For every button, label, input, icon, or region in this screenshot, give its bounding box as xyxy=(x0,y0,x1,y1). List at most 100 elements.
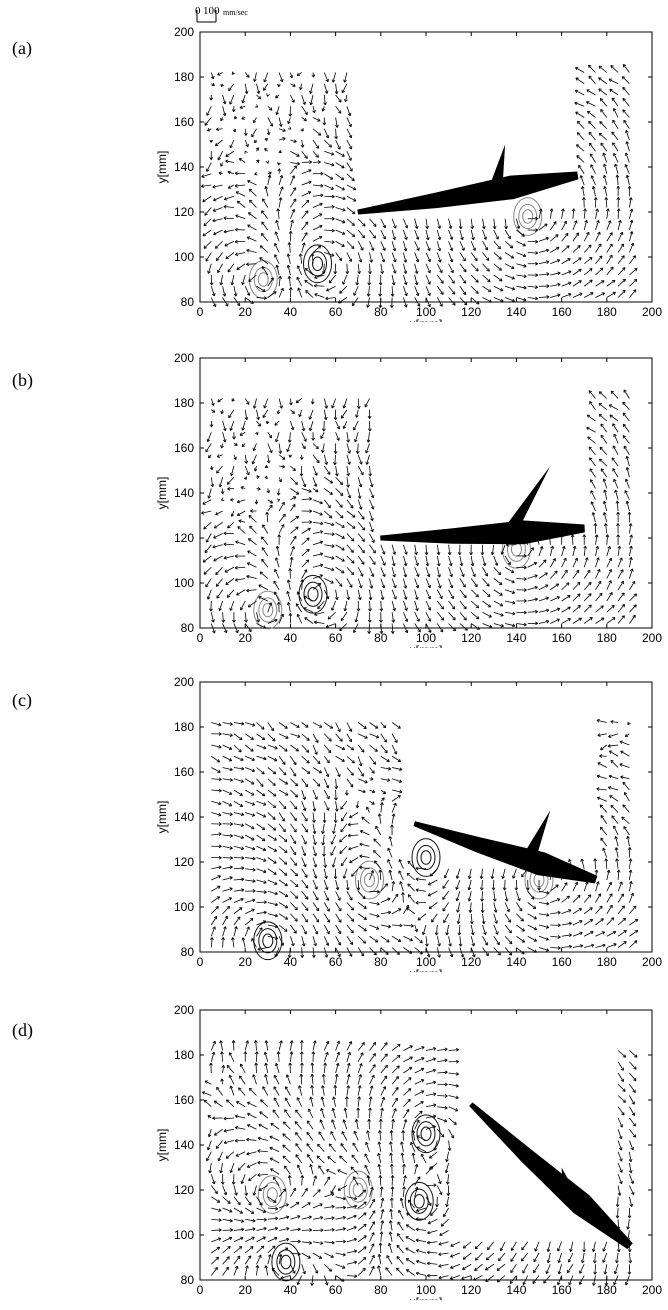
velocity-vector-head xyxy=(273,860,277,864)
velocity-vector-head xyxy=(218,1208,222,1212)
velocity-vector-head xyxy=(508,952,513,956)
velocity-vector xyxy=(203,240,212,249)
velocity-vector-head xyxy=(476,626,480,630)
velocity-vector-head xyxy=(631,1191,635,1196)
velocity-vector-head xyxy=(263,1217,267,1222)
velocity-vector xyxy=(282,1133,291,1141)
velocity-vector xyxy=(212,184,223,188)
velocity-vector-head xyxy=(234,1114,239,1119)
velocity-vector xyxy=(397,1221,404,1231)
velocity-vector xyxy=(344,1107,348,1119)
velocity-vector xyxy=(428,902,438,909)
velocity-vector xyxy=(538,261,550,265)
velocity-vector xyxy=(278,117,282,127)
velocity-vector-head xyxy=(282,1188,287,1192)
velocity-vector-head xyxy=(234,442,238,446)
velocity-vector-head xyxy=(622,64,627,68)
velocity-vector xyxy=(629,534,633,545)
velocity-vector xyxy=(406,1258,415,1265)
velocity-vector xyxy=(215,139,223,146)
velocity-vector xyxy=(482,600,491,608)
velocity-vector xyxy=(617,1129,622,1140)
velocity-vector-head xyxy=(392,574,396,578)
velocity-vector xyxy=(369,499,374,510)
velocity-vector-head xyxy=(307,191,312,195)
velocity-vector xyxy=(323,879,328,890)
velocity-vector-head xyxy=(227,170,231,175)
velocity-vector-head xyxy=(603,489,607,493)
velocity-vector xyxy=(629,1129,636,1138)
velocity-vector-head xyxy=(599,98,604,102)
velocity-vector xyxy=(378,1254,382,1265)
velocity-vector-head xyxy=(324,875,328,879)
velocity-vector xyxy=(256,1207,266,1213)
velocity-vector-head xyxy=(234,184,238,188)
velocity-vector xyxy=(592,186,596,197)
velocity-vector-head xyxy=(223,1192,228,1196)
velocity-vector xyxy=(256,845,266,851)
velocity-vector-head xyxy=(331,607,335,611)
velocity-vector-head xyxy=(294,918,298,922)
velocity-vector xyxy=(278,287,284,298)
velocity-vector xyxy=(213,555,223,562)
velocity-vector-head xyxy=(596,881,600,885)
vorticity-contour xyxy=(262,933,274,948)
velocity-vector-head xyxy=(437,236,442,241)
velocity-vector-head xyxy=(295,883,299,888)
velocity-vector-head xyxy=(317,605,321,610)
velocity-vector-head xyxy=(426,954,431,958)
velocity-vector-head xyxy=(297,1252,301,1256)
velocity-vector-head xyxy=(455,1047,459,1052)
velocity-vector-head xyxy=(272,738,276,742)
y-tick-label: 80 xyxy=(181,945,195,959)
velocity-vector xyxy=(414,1057,425,1063)
velocity-vector-head xyxy=(415,1186,419,1190)
velocity-vector-head xyxy=(588,131,592,136)
velocity-vector xyxy=(538,208,542,219)
velocity-vector xyxy=(349,857,359,864)
velocity-vector-head xyxy=(219,1170,223,1174)
velocity-vector-head xyxy=(209,608,213,612)
velocity-vector xyxy=(516,935,525,943)
velocity-vector-head xyxy=(263,296,267,300)
velocity-vector-head xyxy=(586,414,591,418)
velocity-vector xyxy=(335,767,341,777)
velocity-vector xyxy=(391,1175,394,1186)
velocity-vector-head xyxy=(628,523,633,527)
velocity-vector xyxy=(583,257,593,265)
velocity-vector-head xyxy=(331,240,335,244)
velocity-vector-head xyxy=(327,471,331,475)
velocity-vector-head xyxy=(484,573,488,577)
velocity-vector-head xyxy=(439,1232,443,1236)
velocity-vector xyxy=(572,280,582,287)
x-tick-label: 200 xyxy=(642,1283,662,1297)
velocity-vector-head xyxy=(204,1080,208,1084)
velocity-vector xyxy=(561,582,570,591)
velocity-vector-head xyxy=(403,248,408,252)
velocity-vector xyxy=(264,1074,269,1085)
velocity-vector-head xyxy=(557,1282,561,1286)
velocity-vector xyxy=(256,879,267,884)
velocity-vector-head xyxy=(439,629,444,633)
velocity-vector-head xyxy=(275,111,279,116)
velocity-vector-head xyxy=(368,1096,373,1100)
velocity-vector-head xyxy=(341,524,345,528)
velocity-vector-head xyxy=(576,155,580,159)
velocity-vector xyxy=(263,398,269,409)
velocity-vector-head xyxy=(555,234,559,238)
velocity-vector-head xyxy=(285,1203,289,1207)
velocity-vector xyxy=(251,938,257,948)
velocity-vector xyxy=(459,589,467,598)
velocity-vector xyxy=(357,218,366,227)
velocity-vector xyxy=(617,1117,623,1128)
velocity-vector-head xyxy=(320,521,324,526)
velocity-vector-head xyxy=(624,490,628,494)
velocity-vector-head xyxy=(311,437,315,441)
velocity-vector-head xyxy=(238,1087,242,1091)
velocity-vector-head xyxy=(634,918,639,923)
velocity-vector-head xyxy=(554,570,558,574)
velocity-vector xyxy=(226,476,235,485)
velocity-vector xyxy=(353,420,359,431)
velocity-vector-head xyxy=(563,557,567,561)
velocity-vector-head xyxy=(293,535,297,540)
